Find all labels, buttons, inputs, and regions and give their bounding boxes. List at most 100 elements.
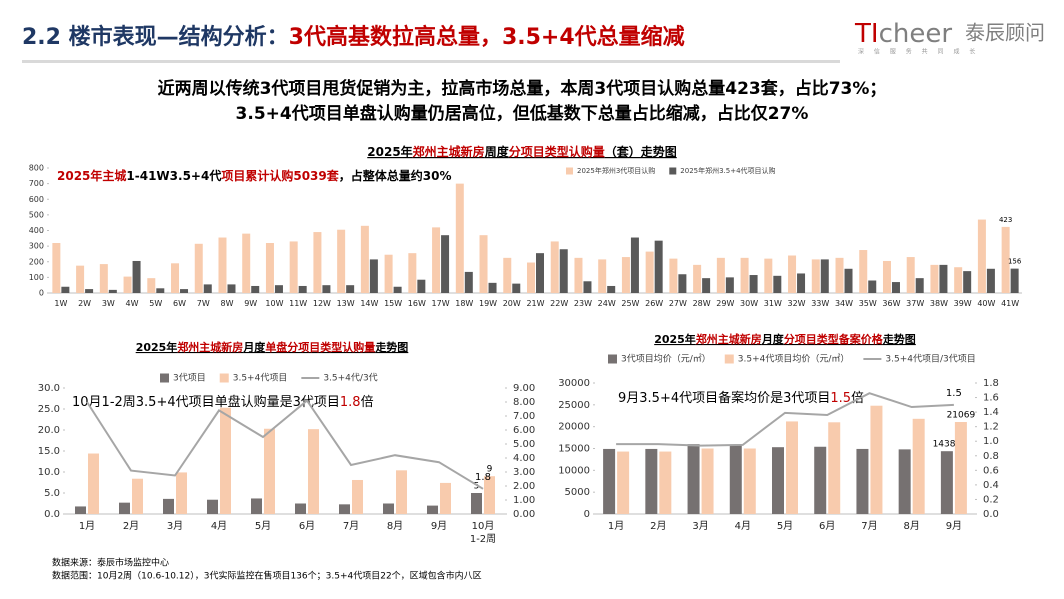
bar	[882, 260, 891, 293]
bar	[203, 284, 212, 293]
legend-swatch	[219, 373, 229, 383]
y2-tick-label: 1.00	[513, 495, 535, 506]
bar	[814, 446, 827, 514]
x-tick-label: 2月	[122, 521, 140, 532]
x-tick-label: 7月	[342, 521, 360, 532]
x-tick-label: 39W	[953, 299, 972, 308]
bar	[898, 449, 911, 514]
x-tick-label: 6月	[298, 521, 316, 532]
slide-title: 2.2 楼市表现—结构分析：3代高基数拉高总量，3.5+4代总量缩减	[22, 24, 685, 50]
bar	[132, 260, 141, 293]
x-tick-label: 3月	[166, 521, 184, 532]
bar	[603, 448, 616, 514]
data-label: 156	[1008, 258, 1022, 266]
chart-title-part: （套）走势图	[605, 144, 677, 159]
legend-swatch	[160, 373, 169, 383]
x-tick-label: 31W	[763, 299, 782, 308]
bar	[764, 258, 773, 293]
y-tick-label: 20000	[558, 422, 590, 433]
legend-swatch	[608, 354, 617, 364]
x-tick-label: 5月	[776, 521, 794, 532]
x-tick-label: 8W	[220, 299, 234, 308]
y2-tick-label: 0.2	[983, 494, 999, 505]
bar	[645, 448, 658, 514]
bar	[870, 405, 883, 514]
legend-label: 3代项目	[173, 373, 206, 384]
line-series	[86, 399, 484, 490]
y-tick-label: 25.0	[38, 404, 60, 415]
bar	[986, 268, 995, 293]
legend-swatch	[669, 167, 677, 175]
y2-tick-label: 0.6	[983, 465, 999, 476]
x-tick-label: 6月	[819, 521, 836, 532]
annotation-part: 9月3.5+4代项目备案均价是3代项目	[618, 390, 830, 406]
x-tick-label: 27W	[668, 299, 687, 308]
x-tick-label: 10月 1-2周	[469, 521, 497, 545]
y2-tick-label: 1.2	[983, 422, 999, 433]
x-tick-label: 19W	[478, 299, 498, 308]
bar	[346, 285, 355, 293]
annotation-part: 1-41W3.5+4代	[126, 168, 221, 183]
bar	[488, 282, 497, 293]
legend-label: 3.5+4代/3代	[323, 373, 377, 384]
y-tick-label: 300	[29, 242, 44, 251]
bar	[427, 505, 438, 514]
bar	[621, 257, 630, 293]
y-tick-label: 15000	[558, 444, 590, 455]
line-series	[616, 392, 954, 447]
bar	[930, 264, 939, 293]
y-tick-label: 0	[584, 509, 590, 520]
bar	[583, 281, 592, 293]
bar	[743, 448, 756, 514]
bar	[432, 227, 441, 293]
chart-title-part: 2025年	[654, 332, 696, 346]
bar	[289, 241, 298, 293]
bar	[180, 289, 189, 293]
bar	[383, 503, 394, 514]
bar	[408, 253, 417, 293]
bar	[207, 499, 218, 514]
bar	[369, 259, 378, 293]
x-tick-label: 4月	[210, 521, 228, 532]
y-tick-label: 0	[39, 289, 44, 298]
legend-label: 3.5+4代项目均价（元/㎡）	[738, 353, 850, 365]
x-tick-label: 1W	[54, 299, 68, 308]
title-headline: 3代高基数拉高总量，3.5+4代总量缩减	[289, 24, 685, 50]
bar	[574, 257, 583, 293]
bar	[527, 262, 535, 293]
y2-tick-label: 0.8	[983, 451, 999, 462]
bar	[85, 289, 94, 293]
bar	[828, 422, 841, 514]
bar	[725, 277, 734, 293]
x-tick-label: 3月	[692, 521, 709, 532]
bar	[339, 504, 350, 514]
bar	[915, 278, 924, 293]
x-tick-label: 38W	[929, 299, 948, 308]
y2-tick-label: 1.0	[983, 436, 999, 447]
x-tick-label: 33W	[811, 299, 830, 308]
bar	[678, 274, 687, 293]
bar	[322, 285, 331, 293]
bar	[176, 472, 187, 514]
y-tick-label: 10.0	[38, 467, 60, 478]
data-label: 5	[474, 482, 480, 492]
bar	[687, 444, 700, 514]
y2-tick-label: 1.8	[983, 378, 999, 389]
bar	[251, 285, 260, 293]
x-tick-label: 20W	[502, 299, 521, 308]
bar	[868, 280, 877, 293]
x-tick-label: 11W	[289, 299, 308, 308]
bar	[617, 451, 630, 514]
chart-title-part: 2025年	[367, 144, 412, 159]
bar	[977, 219, 986, 293]
y2-tick-label: 3.00	[513, 467, 535, 478]
bar	[471, 493, 482, 514]
x-tick-label: 25W	[621, 299, 640, 308]
x-tick-label: 5月	[254, 521, 272, 532]
bar	[1001, 226, 1010, 293]
y2-tick-label: 9.00	[513, 383, 535, 394]
summary-line: 近两周以传统3代项目甩货促销为主，拉高市场总量，本周3代项目认购总量423套，占…	[158, 78, 887, 99]
legend-label: 2025年郑州3代项目认购	[577, 166, 655, 175]
y2-tick-label: 0.4	[983, 480, 999, 491]
x-tick-label: 29W	[716, 299, 735, 308]
